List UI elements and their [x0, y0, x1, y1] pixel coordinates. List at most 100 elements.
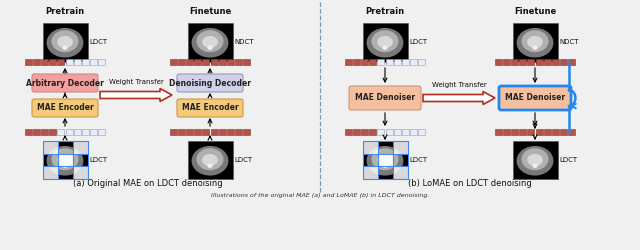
Bar: [74, 129, 81, 135]
Bar: [211, 129, 218, 135]
Bar: [362, 166, 378, 179]
Bar: [188, 23, 232, 61]
Bar: [361, 129, 368, 135]
Ellipse shape: [371, 30, 399, 52]
Ellipse shape: [367, 28, 403, 58]
Bar: [394, 129, 401, 135]
FancyBboxPatch shape: [177, 74, 243, 92]
Ellipse shape: [202, 36, 218, 48]
Bar: [178, 129, 185, 135]
Text: MAE Encoder: MAE Encoder: [182, 104, 238, 112]
Ellipse shape: [367, 146, 403, 176]
Text: Pretrain: Pretrain: [45, 7, 84, 16]
Bar: [41, 129, 48, 135]
Bar: [362, 23, 408, 61]
Bar: [560, 59, 567, 65]
Text: LDCT: LDCT: [234, 157, 253, 163]
Bar: [544, 59, 551, 65]
Text: (a) Original MAE on LDCT denoising: (a) Original MAE on LDCT denoising: [73, 178, 222, 188]
Ellipse shape: [191, 146, 228, 176]
Bar: [66, 129, 72, 135]
Bar: [410, 129, 417, 135]
Bar: [24, 59, 31, 65]
Bar: [392, 166, 408, 179]
Bar: [90, 129, 97, 135]
Ellipse shape: [532, 164, 538, 168]
Ellipse shape: [191, 28, 228, 58]
Bar: [552, 129, 559, 135]
Text: Finetune: Finetune: [514, 7, 556, 16]
Bar: [186, 129, 193, 135]
Ellipse shape: [51, 148, 79, 170]
Ellipse shape: [371, 148, 399, 170]
Bar: [99, 129, 106, 135]
Bar: [41, 59, 48, 65]
Bar: [410, 59, 417, 65]
Ellipse shape: [47, 146, 83, 176]
Text: Pretrain: Pretrain: [365, 7, 404, 16]
Bar: [42, 141, 58, 154]
Ellipse shape: [522, 148, 548, 170]
Bar: [82, 59, 89, 65]
Ellipse shape: [516, 28, 554, 58]
Bar: [243, 129, 250, 135]
Bar: [49, 59, 56, 65]
Ellipse shape: [62, 46, 68, 50]
Bar: [58, 129, 65, 135]
Bar: [202, 129, 209, 135]
Ellipse shape: [62, 164, 68, 168]
Bar: [568, 59, 575, 65]
Bar: [72, 141, 88, 154]
Bar: [519, 129, 526, 135]
Ellipse shape: [57, 154, 73, 166]
Bar: [419, 59, 426, 65]
Bar: [353, 59, 360, 65]
Ellipse shape: [196, 148, 223, 170]
Bar: [219, 59, 226, 65]
Ellipse shape: [382, 46, 388, 50]
Bar: [385, 59, 392, 65]
Bar: [344, 129, 351, 135]
Bar: [353, 129, 360, 135]
Bar: [219, 129, 226, 135]
Bar: [536, 59, 543, 65]
Text: NDCT: NDCT: [559, 39, 579, 45]
Bar: [58, 154, 72, 166]
Bar: [42, 141, 88, 179]
Bar: [362, 141, 378, 154]
Ellipse shape: [516, 146, 554, 176]
Text: Finetune: Finetune: [189, 7, 231, 16]
Bar: [42, 23, 88, 61]
Text: LDCT: LDCT: [90, 39, 108, 45]
Bar: [511, 59, 518, 65]
Text: Weight Transfer: Weight Transfer: [109, 79, 163, 85]
Bar: [503, 129, 510, 135]
Ellipse shape: [527, 36, 543, 48]
Bar: [385, 129, 392, 135]
FancyBboxPatch shape: [177, 99, 243, 117]
FancyBboxPatch shape: [32, 74, 98, 92]
Polygon shape: [100, 88, 172, 102]
Bar: [90, 59, 97, 65]
Ellipse shape: [196, 30, 223, 52]
Bar: [188, 141, 232, 179]
Text: Weight Transfer: Weight Transfer: [431, 82, 486, 88]
Bar: [42, 141, 88, 179]
Ellipse shape: [57, 36, 73, 48]
Bar: [394, 59, 401, 65]
Ellipse shape: [51, 30, 79, 52]
Bar: [99, 59, 106, 65]
Bar: [513, 141, 557, 179]
Ellipse shape: [377, 36, 393, 48]
Bar: [33, 129, 40, 135]
Bar: [552, 59, 559, 65]
Bar: [24, 129, 31, 135]
Bar: [361, 59, 368, 65]
Bar: [72, 166, 88, 179]
Bar: [235, 59, 242, 65]
Bar: [511, 129, 518, 135]
Text: MAE Encoder: MAE Encoder: [36, 104, 93, 112]
Text: NDCT: NDCT: [234, 39, 254, 45]
Text: Denoising Decoder: Denoising Decoder: [169, 78, 251, 88]
FancyBboxPatch shape: [349, 86, 421, 110]
